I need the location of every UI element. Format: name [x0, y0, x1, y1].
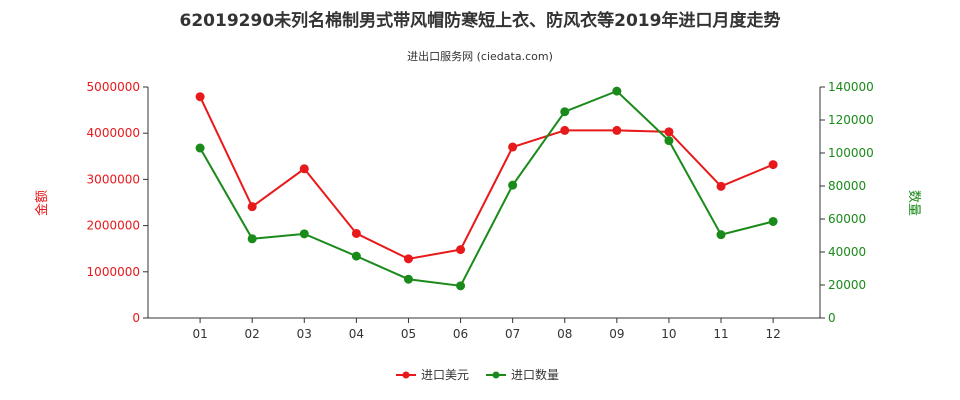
series-0-point-07[interactable] — [508, 142, 518, 152]
y-left-tick-label: 2000000 — [87, 219, 140, 233]
x-tick-label: 11 — [713, 327, 728, 341]
series-0-point-04[interactable] — [351, 228, 361, 238]
legend-item-amount[interactable]: 进口美元 — [396, 368, 469, 382]
y-right-axis-label: 数量 — [906, 190, 921, 216]
y-left-tick-label: 1000000 — [87, 265, 140, 279]
series-1-point-10[interactable] — [664, 136, 674, 146]
y-right-tick-label: 100000 — [828, 146, 874, 160]
series-layer — [195, 86, 778, 291]
legend-label-amount: 进口美元 — [421, 368, 469, 382]
y-left-tick-label: 5000000 — [87, 80, 140, 94]
y-left-axis-label: 金额 — [34, 190, 50, 216]
chart-subtitle: 进出口服务网 (ciedata.com) — [407, 49, 553, 63]
y-left-tick-label: 4000000 — [87, 126, 140, 140]
x-tick-label: 06 — [453, 327, 468, 341]
series-0-point-05[interactable] — [403, 254, 413, 264]
series-0-point-11[interactable] — [716, 181, 726, 191]
series-line-0 — [199, 96, 774, 260]
y-right-tick-label: 60000 — [828, 212, 866, 226]
x-tick-label: 05 — [401, 327, 416, 341]
x-tick-label: 09 — [609, 327, 624, 341]
x-tick-label: 01 — [192, 327, 207, 341]
series-0-point-03[interactable] — [299, 164, 309, 174]
series-1-point-01[interactable] — [195, 143, 205, 153]
series-1-point-04[interactable] — [351, 251, 361, 261]
x-tick-label: 12 — [765, 327, 780, 341]
y-left-tick-label: 3000000 — [87, 172, 140, 186]
series-1-point-09[interactable] — [612, 86, 622, 96]
series-1-point-02[interactable] — [247, 234, 257, 244]
x-tick-label: 07 — [505, 327, 520, 341]
x-tick-label: 10 — [661, 327, 676, 341]
y-right-tick-label: 20000 — [828, 278, 866, 292]
axes: 0100000020000003000000400000050000000200… — [87, 80, 874, 341]
series-0-point-10[interactable] — [664, 127, 674, 137]
y-right-tick-label: 140000 — [828, 80, 874, 94]
x-tick-label: 03 — [297, 327, 312, 341]
series-0-point-12[interactable] — [768, 160, 778, 170]
series-1-point-05[interactable] — [403, 274, 413, 284]
series-1-point-11[interactable] — [716, 230, 726, 240]
series-line-1 — [199, 89, 774, 287]
series-0-point-06[interactable] — [456, 245, 466, 255]
series-0-point-09[interactable] — [612, 125, 622, 135]
x-tick-label: 08 — [557, 327, 572, 341]
series-0-point-01[interactable] — [195, 92, 205, 102]
legend-item-quantity[interactable]: 进口数量 — [486, 367, 559, 382]
y-right-tick-label: 80000 — [828, 179, 866, 193]
series-0-point-02[interactable] — [247, 202, 257, 212]
y-right-tick-label: 40000 — [828, 245, 866, 259]
series-1-point-03[interactable] — [299, 229, 309, 239]
series-1-point-06[interactable] — [456, 281, 466, 291]
x-tick-label: 02 — [245, 327, 260, 341]
legend-label-quantity: 进口数量 — [511, 367, 559, 382]
series-1-point-12[interactable] — [768, 216, 778, 226]
series-0-point-08[interactable] — [560, 125, 570, 135]
y-left-tick-label: 0 — [132, 311, 140, 325]
series-1-point-08[interactable] — [560, 107, 570, 117]
series-1-point-07[interactable] — [508, 180, 518, 190]
x-tick-label: 04 — [349, 327, 364, 341]
chart-title: 62019290未列名棉制男式带风帽防寒短上衣、防风衣等2019年进口月度走势 — [180, 10, 781, 31]
legend[interactable]: 进口美元 进口数量 — [396, 367, 559, 382]
y-right-tick-label: 0 — [828, 311, 836, 325]
y-right-tick-label: 120000 — [828, 113, 874, 127]
